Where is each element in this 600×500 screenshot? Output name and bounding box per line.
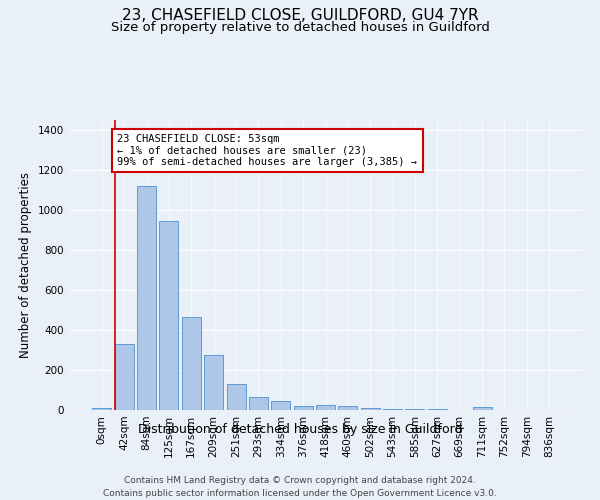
Bar — [338, 406, 358, 410]
Bar — [473, 407, 491, 410]
Bar — [115, 344, 134, 410]
Bar — [137, 186, 156, 410]
Text: Contains public sector information licensed under the Open Government Licence v3: Contains public sector information licen… — [103, 489, 497, 498]
Bar — [227, 384, 245, 410]
Bar — [271, 400, 290, 410]
Text: Distribution of detached houses by size in Guildford: Distribution of detached houses by size … — [138, 422, 462, 436]
Bar — [204, 355, 223, 410]
Bar — [293, 406, 313, 410]
Bar — [361, 408, 380, 410]
Bar — [160, 221, 178, 410]
Y-axis label: Number of detached properties: Number of detached properties — [19, 172, 32, 358]
Bar — [383, 409, 402, 410]
Text: 23, CHASEFIELD CLOSE, GUILDFORD, GU4 7YR: 23, CHASEFIELD CLOSE, GUILDFORD, GU4 7YR — [122, 8, 478, 22]
Text: 23 CHASEFIELD CLOSE: 53sqm
← 1% of detached houses are smaller (23)
99% of semi-: 23 CHASEFIELD CLOSE: 53sqm ← 1% of detac… — [118, 134, 418, 167]
Text: Contains HM Land Registry data © Crown copyright and database right 2024.: Contains HM Land Registry data © Crown c… — [124, 476, 476, 485]
Bar — [249, 397, 268, 410]
Bar — [406, 409, 424, 410]
Bar — [316, 405, 335, 410]
Text: Size of property relative to detached houses in Guildford: Size of property relative to detached ho… — [110, 21, 490, 34]
Bar — [182, 317, 201, 410]
Bar — [428, 409, 447, 410]
Bar — [92, 408, 112, 410]
